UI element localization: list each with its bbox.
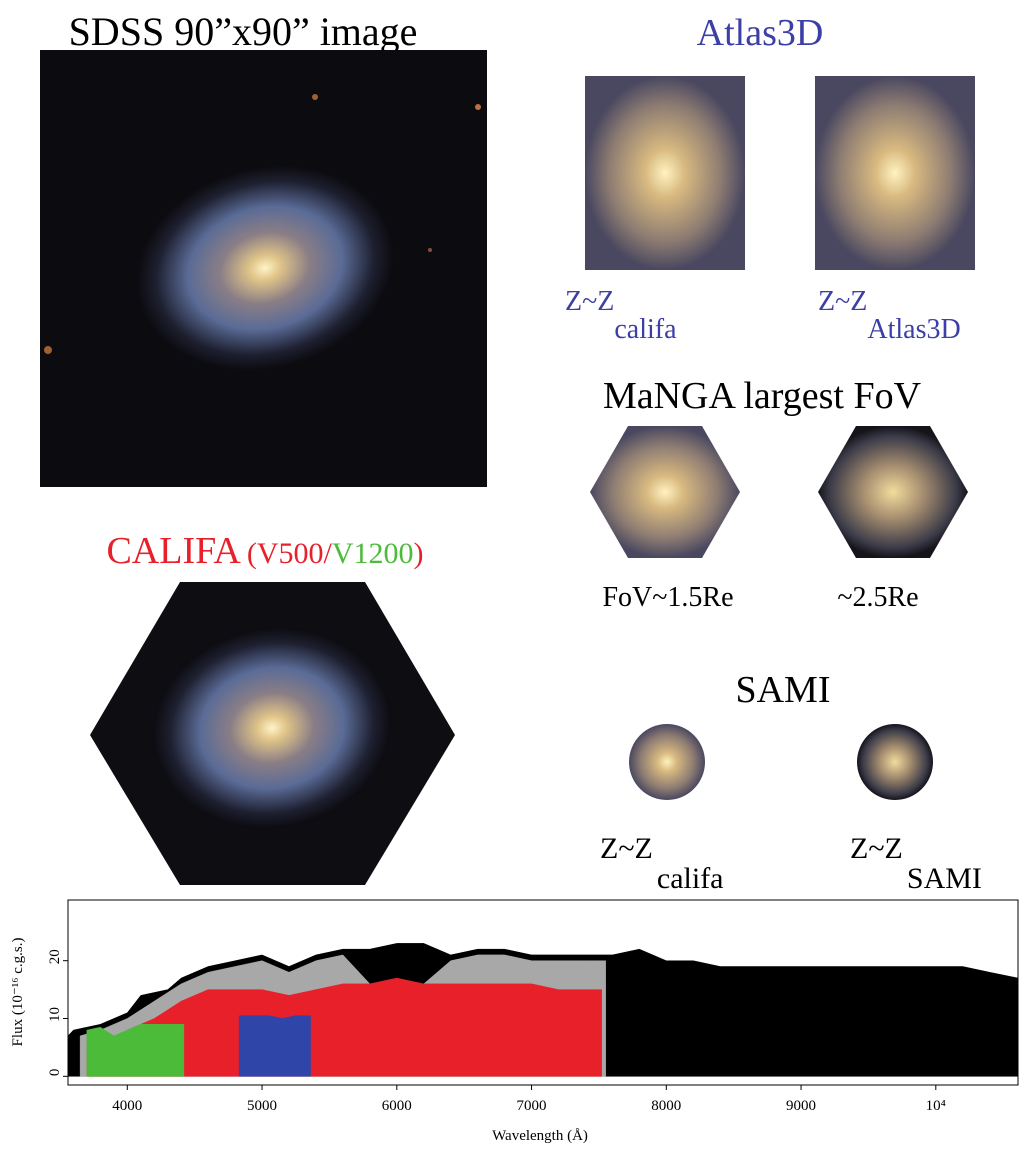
- caption-text: Z~Z: [565, 286, 614, 317]
- caption-subscript: Atlas3D: [867, 314, 960, 345]
- caption: Z~Zcalifa: [600, 832, 724, 895]
- caption-subscript: califa: [614, 314, 677, 345]
- spectrum-area: [86, 977, 602, 1077]
- sdss-title: SDSS 90”x90” image: [69, 9, 418, 54]
- spectrum-chart: Wavelength (Å) Flux (10⁻¹⁶ c.g.s.) 4000 5…: [10, 899, 1019, 1144]
- califa-name: CALIFA: [106, 530, 241, 572]
- sami-image: [857, 724, 933, 800]
- setup: ): [414, 537, 424, 570]
- manga-image: [818, 426, 968, 558]
- y-tick-label: 20: [47, 949, 63, 964]
- x-tick-label: 9000: [786, 1098, 816, 1114]
- plot-area: [68, 943, 1018, 1077]
- atlas3d-image: [815, 76, 975, 270]
- sdss-image: [40, 50, 487, 487]
- caption-text: Z~Z: [600, 832, 653, 865]
- x-tick-label: 7000: [517, 1098, 547, 1114]
- caption: Z~ZAtlas3D: [818, 286, 961, 345]
- y-tick-label: 0: [47, 1069, 63, 1077]
- caption: ~2.5Re: [837, 582, 918, 613]
- caption-subscript: SAMI: [907, 862, 982, 895]
- x-tick-label: 10⁴: [926, 1098, 946, 1114]
- atlas3d-title: Atlas3D: [697, 12, 824, 54]
- manga-title: MaNGA largest FoV: [603, 375, 922, 417]
- caption: FoV~1.5Re: [602, 582, 733, 613]
- spectrum-area: [86, 1024, 185, 1077]
- x-tick-label: 6000: [382, 1098, 412, 1114]
- setup: V1200: [332, 537, 414, 570]
- y-tick-label: 10: [47, 1007, 63, 1022]
- sami-title: SAMI: [735, 669, 830, 711]
- califa-title: CALIFA (V500/V1200): [106, 530, 423, 572]
- spectrum-area: [238, 1015, 311, 1077]
- setup: (V500/: [247, 537, 333, 570]
- atlas3d-image: [585, 76, 745, 270]
- califa-image: [90, 582, 455, 885]
- x-tick-label: 4000: [112, 1098, 142, 1114]
- caption-text: Z~Z: [850, 832, 903, 865]
- caption: Z~ZSAMI: [850, 832, 982, 895]
- y-axis-label: Flux (10⁻¹⁶ c.g.s.): [10, 938, 26, 1047]
- x-axis-label: Wavelength (Å): [492, 1128, 588, 1144]
- caption-subscript: califa: [657, 862, 724, 895]
- manga-image: [590, 426, 740, 558]
- caption-text: Z~Z: [818, 286, 867, 317]
- x-tick-label: 8000: [651, 1098, 681, 1114]
- caption: Z~Zcalifa: [565, 286, 677, 345]
- sami-image: [629, 724, 705, 800]
- x-tick-label: 5000: [247, 1098, 277, 1114]
